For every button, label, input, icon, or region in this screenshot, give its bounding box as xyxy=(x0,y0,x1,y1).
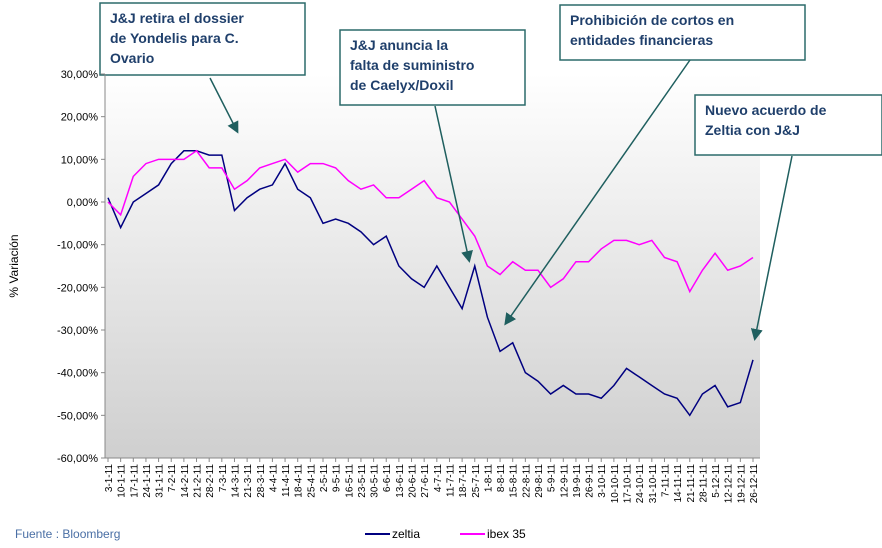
x-tick-label: 5-12-11 xyxy=(711,464,722,498)
x-tick-label: 6-6-11 xyxy=(382,464,393,493)
x-tick-label: 7-11-11 xyxy=(660,464,671,497)
y-tick-label: -30,00% xyxy=(57,325,98,337)
x-tick-label: 8-8-11 xyxy=(496,464,507,493)
y-tick-label: -40,00% xyxy=(57,368,98,380)
x-tick-label: 21-11-11 xyxy=(686,464,697,503)
x-tick-label: 10-1-11 xyxy=(117,464,128,498)
source: Fuente : Bloomberg xyxy=(15,527,120,541)
x-tick-label: 18-4-11 xyxy=(294,464,305,498)
x-tick-label: 20-6-11 xyxy=(408,464,419,498)
legend-label: zeltia xyxy=(392,527,420,541)
annotation-box xyxy=(694,94,882,156)
arrow xyxy=(434,105,473,263)
x-tick-label: 3-1-11 xyxy=(104,464,115,493)
annotation-text: J&J retira el dossier xyxy=(110,10,244,26)
x-tick-label: 29-8-11 xyxy=(534,464,545,498)
annotation-box xyxy=(99,2,306,76)
x-tick-label: 25-4-11 xyxy=(306,464,317,498)
x-tick-label: 19-12-11 xyxy=(736,464,747,504)
annotation-text: de Yondelis para C. xyxy=(110,30,239,46)
x-tick-label: 21-2-11 xyxy=(193,464,204,498)
x-tick-label: 11-7-11 xyxy=(445,464,456,497)
x-tick-label: 13-6-11 xyxy=(395,464,406,498)
arrow xyxy=(209,77,239,134)
x-tick-label: 9-5-11 xyxy=(332,464,343,493)
annotation-text: Zeltia con J&J xyxy=(705,122,800,138)
annotation-text: Nuevo acuerdo de xyxy=(705,102,827,118)
x-tick-label: 26-12-11 xyxy=(749,464,760,504)
y-tick-label: -10,00% xyxy=(57,240,98,252)
x-tick-label: 10-10-11 xyxy=(610,464,621,504)
annotation-text: Ovario xyxy=(110,50,154,66)
x-tick-label: 14-11-11 xyxy=(673,464,684,503)
x-tick-label: 31-1-11 xyxy=(155,464,166,498)
x-tick-label: 2-5-11 xyxy=(319,464,330,493)
annotation-text: J&J anuncia la xyxy=(350,37,448,53)
annotation-text: Prohibición de cortos en xyxy=(570,12,734,28)
x-tick-label: 26-9-11 xyxy=(585,464,596,498)
x-tick-label: 25-7-11 xyxy=(471,464,482,498)
x-tick-label: 24-1-11 xyxy=(142,464,153,498)
y-tick-label: 10,00% xyxy=(61,154,99,166)
x-tick-label: 24-10-11 xyxy=(635,464,646,504)
annotation-box xyxy=(559,4,806,61)
arrow xyxy=(504,59,691,326)
x-tick-label: 4-7-11 xyxy=(433,464,444,493)
x-tick-label: 28-11-11 xyxy=(698,464,709,503)
annotation-text: falta de suministro xyxy=(350,57,474,73)
x-tick-label: 7-2-11 xyxy=(167,464,178,493)
legend-label: ibex 35 xyxy=(487,527,526,541)
y-tick-label: -20,00% xyxy=(57,282,98,294)
x-tick-label: 28-2-11 xyxy=(205,464,216,498)
y-tick-label: 30,00% xyxy=(61,69,99,81)
x-tick-label: 17-10-11 xyxy=(623,464,634,504)
x-tick-label: 12-9-11 xyxy=(559,464,570,498)
x-tick-label: 14-2-11 xyxy=(180,464,191,498)
y-axis-label: % Variación xyxy=(7,234,21,297)
x-tick-label: 18-7-11 xyxy=(458,464,469,498)
x-tick-label: 5-9-11 xyxy=(547,464,558,493)
x-tick-label: 22-8-11 xyxy=(521,464,532,498)
x-tick-label: 11-4-11 xyxy=(281,464,292,497)
x-tick-label: 21-3-11 xyxy=(243,464,254,498)
x-tick-label: 1-8-11 xyxy=(483,464,494,493)
x-tick-label: 7-3-11 xyxy=(218,464,229,493)
x-tick-label: 19-9-11 xyxy=(572,464,583,498)
x-tick-label: 31-10-11 xyxy=(648,464,659,504)
series-line xyxy=(107,149,754,294)
y-tick-label: 20,00% xyxy=(61,112,99,124)
arrow xyxy=(750,155,793,341)
annotation-box xyxy=(339,29,526,106)
x-tick-label: 17-1-11 xyxy=(129,464,140,498)
x-tick-label: 15-8-11 xyxy=(509,464,520,498)
x-tick-label: 14-3-11 xyxy=(230,464,241,498)
x-tick-label: 4-4-11 xyxy=(268,464,279,493)
x-tick-label: 30-5-11 xyxy=(370,464,381,498)
x-tick-label: 27-6-11 xyxy=(420,464,431,498)
x-tick-label: 12-12-11 xyxy=(724,464,735,504)
x-tick-label: 28-3-11 xyxy=(256,464,267,498)
x-tick-label: 16-5-11 xyxy=(344,464,355,498)
y-tick-label: -50,00% xyxy=(57,410,98,422)
series-line xyxy=(107,150,754,417)
y-tick-label: 0,00% xyxy=(67,197,98,209)
x-tick-label: 23-5-11 xyxy=(357,464,368,498)
y-tick-label: -60,00% xyxy=(57,453,98,465)
annotation-text: entidades financieras xyxy=(570,32,713,48)
arrows xyxy=(209,59,793,341)
x-tick-label: 3-10-11 xyxy=(597,464,608,498)
annotation-text: de Caelyx/Doxil xyxy=(350,77,454,93)
plot-area xyxy=(105,74,760,458)
